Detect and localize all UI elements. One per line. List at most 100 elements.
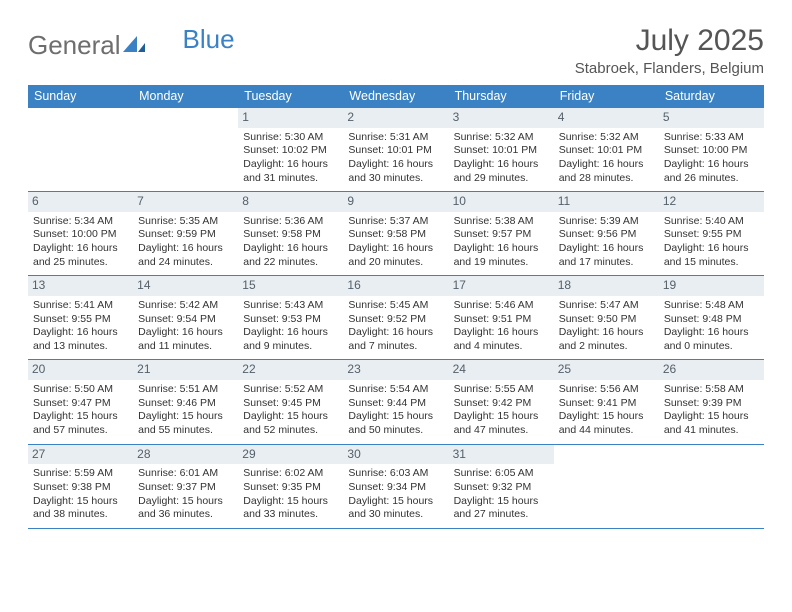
sunrise-text: Sunrise: 6:02 AM bbox=[243, 467, 338, 481]
dl1-text: Daylight: 15 hours bbox=[33, 410, 128, 424]
page-header: General Blue July 2025 Stabroek, Flander… bbox=[28, 24, 764, 77]
dl2-text: and 24 minutes. bbox=[138, 256, 233, 270]
day-number: 10 bbox=[449, 192, 554, 212]
day-number: 2 bbox=[343, 108, 448, 128]
sunset-text: Sunset: 9:58 PM bbox=[348, 228, 443, 242]
sunset-text: Sunset: 10:01 PM bbox=[454, 144, 549, 158]
calendar-cell-empty bbox=[28, 108, 133, 191]
calendar-cell: 10Sunrise: 5:38 AMSunset: 9:57 PMDayligh… bbox=[449, 192, 554, 275]
brand-part1: General bbox=[28, 30, 121, 61]
day-number: 4 bbox=[554, 108, 659, 128]
dl1-text: Daylight: 15 hours bbox=[243, 410, 338, 424]
sunset-text: Sunset: 9:51 PM bbox=[454, 313, 549, 327]
day-header-wednesday: Wednesday bbox=[343, 85, 448, 108]
dl1-text: Daylight: 16 hours bbox=[664, 242, 759, 256]
sunrise-text: Sunrise: 5:55 AM bbox=[454, 383, 549, 397]
dl1-text: Daylight: 15 hours bbox=[454, 410, 549, 424]
dl2-text: and 15 minutes. bbox=[664, 256, 759, 270]
dl2-text: and 47 minutes. bbox=[454, 424, 549, 438]
sunrise-text: Sunrise: 5:39 AM bbox=[559, 215, 654, 229]
calendar-cell: 30Sunrise: 6:03 AMSunset: 9:34 PMDayligh… bbox=[343, 445, 448, 528]
dl1-text: Daylight: 16 hours bbox=[33, 242, 128, 256]
calendar-cell: 16Sunrise: 5:45 AMSunset: 9:52 PMDayligh… bbox=[343, 276, 448, 359]
day-number: 30 bbox=[343, 445, 448, 465]
brand-part2: Blue bbox=[183, 24, 235, 55]
dl2-text: and 9 minutes. bbox=[243, 340, 338, 354]
dl1-text: Daylight: 16 hours bbox=[559, 158, 654, 172]
calendar-cell: 23Sunrise: 5:54 AMSunset: 9:44 PMDayligh… bbox=[343, 360, 448, 443]
day-header-sunday: Sunday bbox=[28, 85, 133, 108]
day-number: 13 bbox=[28, 276, 133, 296]
calendar-cell: 24Sunrise: 5:55 AMSunset: 9:42 PMDayligh… bbox=[449, 360, 554, 443]
day-number: 21 bbox=[133, 360, 238, 380]
day-number: 20 bbox=[28, 360, 133, 380]
dl2-text: and 29 minutes. bbox=[454, 172, 549, 186]
dl2-text: and 52 minutes. bbox=[243, 424, 338, 438]
sunset-text: Sunset: 9:55 PM bbox=[664, 228, 759, 242]
sunrise-text: Sunrise: 5:48 AM bbox=[664, 299, 759, 313]
calendar-cell: 25Sunrise: 5:56 AMSunset: 9:41 PMDayligh… bbox=[554, 360, 659, 443]
sunrise-text: Sunrise: 5:31 AM bbox=[348, 131, 443, 145]
day-number: 22 bbox=[238, 360, 343, 380]
sunset-text: Sunset: 9:45 PM bbox=[243, 397, 338, 411]
day-number: 31 bbox=[449, 445, 554, 465]
calendar-cell: 31Sunrise: 6:05 AMSunset: 9:32 PMDayligh… bbox=[449, 445, 554, 528]
dl1-text: Daylight: 16 hours bbox=[243, 326, 338, 340]
sunset-text: Sunset: 9:55 PM bbox=[33, 313, 128, 327]
sunset-text: Sunset: 9:46 PM bbox=[138, 397, 233, 411]
calendar-cell: 29Sunrise: 6:02 AMSunset: 9:35 PMDayligh… bbox=[238, 445, 343, 528]
day-number: 12 bbox=[659, 192, 764, 212]
day-number: 6 bbox=[28, 192, 133, 212]
dl2-text: and 2 minutes. bbox=[559, 340, 654, 354]
dl2-text: and 44 minutes. bbox=[559, 424, 654, 438]
sunrise-text: Sunrise: 6:01 AM bbox=[138, 467, 233, 481]
dl2-text: and 11 minutes. bbox=[138, 340, 233, 354]
calendar-cell: 14Sunrise: 5:42 AMSunset: 9:54 PMDayligh… bbox=[133, 276, 238, 359]
day-number: 23 bbox=[343, 360, 448, 380]
day-header-saturday: Saturday bbox=[659, 85, 764, 108]
dl1-text: Daylight: 15 hours bbox=[664, 410, 759, 424]
calendar-row: 13Sunrise: 5:41 AMSunset: 9:55 PMDayligh… bbox=[28, 276, 764, 360]
dl1-text: Daylight: 16 hours bbox=[138, 326, 233, 340]
sunrise-text: Sunrise: 5:33 AM bbox=[664, 131, 759, 145]
sunrise-text: Sunrise: 5:54 AM bbox=[348, 383, 443, 397]
calendar-cell: 15Sunrise: 5:43 AMSunset: 9:53 PMDayligh… bbox=[238, 276, 343, 359]
dl1-text: Daylight: 15 hours bbox=[348, 495, 443, 509]
sunset-text: Sunset: 9:53 PM bbox=[243, 313, 338, 327]
dl1-text: Daylight: 15 hours bbox=[348, 410, 443, 424]
calendar-row: 20Sunrise: 5:50 AMSunset: 9:47 PMDayligh… bbox=[28, 360, 764, 444]
day-header-tuesday: Tuesday bbox=[238, 85, 343, 108]
dl2-text: and 55 minutes. bbox=[138, 424, 233, 438]
dl1-text: Daylight: 16 hours bbox=[454, 326, 549, 340]
calendar-cell-empty bbox=[659, 445, 764, 528]
sunrise-text: Sunrise: 5:37 AM bbox=[348, 215, 443, 229]
calendar-cell: 28Sunrise: 6:01 AMSunset: 9:37 PMDayligh… bbox=[133, 445, 238, 528]
sunset-text: Sunset: 9:47 PM bbox=[33, 397, 128, 411]
day-header-thursday: Thursday bbox=[449, 85, 554, 108]
dl2-text: and 0 minutes. bbox=[664, 340, 759, 354]
dl1-text: Daylight: 15 hours bbox=[454, 495, 549, 509]
calendar-cell: 18Sunrise: 5:47 AMSunset: 9:50 PMDayligh… bbox=[554, 276, 659, 359]
calendar-cell: 21Sunrise: 5:51 AMSunset: 9:46 PMDayligh… bbox=[133, 360, 238, 443]
day-number: 28 bbox=[133, 445, 238, 465]
sunset-text: Sunset: 9:58 PM bbox=[243, 228, 338, 242]
sunset-text: Sunset: 9:42 PM bbox=[454, 397, 549, 411]
dl2-text: and 7 minutes. bbox=[348, 340, 443, 354]
calendar-cell: 7Sunrise: 5:35 AMSunset: 9:59 PMDaylight… bbox=[133, 192, 238, 275]
sunrise-text: Sunrise: 5:32 AM bbox=[559, 131, 654, 145]
sunset-text: Sunset: 10:02 PM bbox=[243, 144, 338, 158]
sunrise-text: Sunrise: 5:38 AM bbox=[454, 215, 549, 229]
sunrise-text: Sunrise: 5:43 AM bbox=[243, 299, 338, 313]
month-title: July 2025 bbox=[575, 24, 764, 58]
sunrise-text: Sunrise: 5:59 AM bbox=[33, 467, 128, 481]
dl1-text: Daylight: 16 hours bbox=[33, 326, 128, 340]
sunset-text: Sunset: 10:00 PM bbox=[33, 228, 128, 242]
sunset-text: Sunset: 9:57 PM bbox=[454, 228, 549, 242]
day-number: 17 bbox=[449, 276, 554, 296]
sunrise-text: Sunrise: 5:56 AM bbox=[559, 383, 654, 397]
calendar-row: 6Sunrise: 5:34 AMSunset: 10:00 PMDayligh… bbox=[28, 192, 764, 276]
dl1-text: Daylight: 16 hours bbox=[664, 158, 759, 172]
calendar-row: 27Sunrise: 5:59 AMSunset: 9:38 PMDayligh… bbox=[28, 445, 764, 529]
sunrise-text: Sunrise: 5:32 AM bbox=[454, 131, 549, 145]
sunset-text: Sunset: 9:32 PM bbox=[454, 481, 549, 495]
